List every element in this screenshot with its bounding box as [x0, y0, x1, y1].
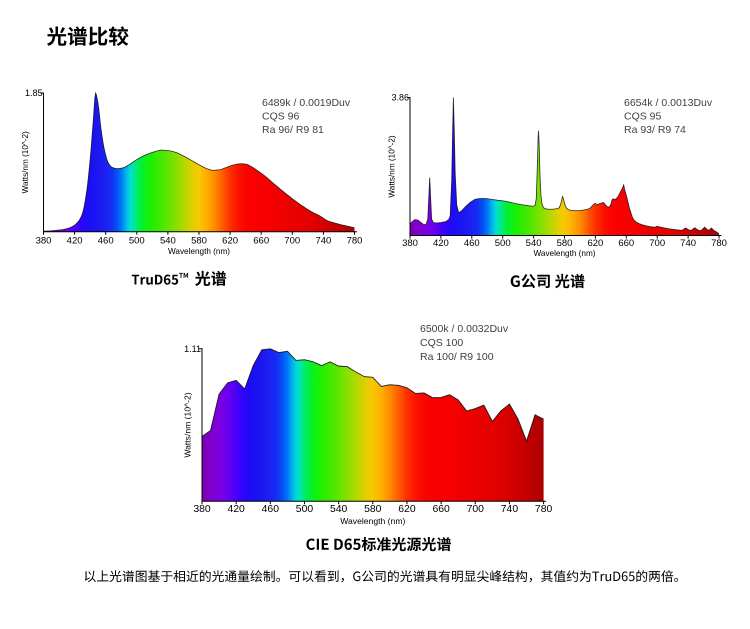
- svg-text:740: 740: [315, 236, 331, 247]
- svg-text:540: 540: [526, 238, 542, 249]
- svg-text:Wavelength (nm): Wavelength (nm): [533, 249, 595, 258]
- svg-text:Wavelength (nm): Wavelength (nm): [340, 516, 405, 526]
- svg-text:660: 660: [253, 236, 269, 247]
- svg-text:460: 460: [464, 238, 480, 249]
- svg-text:CQS 100: CQS 100: [420, 337, 463, 349]
- svg-text:6654k / 0.0013Duv: 6654k / 0.0013Duv: [624, 97, 713, 109]
- svg-text:Ra 100/ R9 100: Ra 100/ R9 100: [420, 351, 494, 363]
- svg-text:540: 540: [160, 236, 176, 247]
- svg-text:6489k / 0.0019Duv: 6489k / 0.0019Duv: [262, 97, 351, 109]
- svg-text:3.86: 3.86: [391, 93, 409, 103]
- svg-text:780: 780: [347, 236, 363, 247]
- svg-text:6500k / 0.0032Duv: 6500k / 0.0032Duv: [420, 323, 509, 335]
- svg-text:540: 540: [330, 504, 348, 515]
- svg-text:780: 780: [535, 504, 553, 515]
- svg-text:460: 460: [98, 236, 114, 247]
- svg-text:500: 500: [129, 236, 145, 247]
- svg-text:700: 700: [649, 238, 665, 249]
- svg-text:1.11: 1.11: [184, 344, 201, 354]
- svg-text:580: 580: [364, 504, 382, 515]
- svg-text:Ra 96/ R9 81: Ra 96/ R9 81: [262, 124, 324, 136]
- svg-text:420: 420: [67, 236, 83, 247]
- svg-text:CQS 95: CQS 95: [624, 111, 662, 123]
- svg-text:1.85: 1.85: [25, 88, 43, 98]
- svg-text:660: 660: [432, 504, 450, 515]
- svg-text:420: 420: [433, 238, 449, 249]
- svg-text:380: 380: [193, 504, 211, 515]
- svg-text:Wavelength (nm): Wavelength (nm): [168, 247, 230, 256]
- svg-text:620: 620: [222, 236, 238, 247]
- svg-text:580: 580: [557, 238, 573, 249]
- svg-text:620: 620: [587, 238, 603, 249]
- svg-text:Watts/nm (10^-2): Watts/nm (10^-2): [21, 131, 30, 193]
- svg-text:740: 740: [680, 238, 696, 249]
- svg-text:CQS 96: CQS 96: [262, 111, 300, 123]
- svg-text:660: 660: [618, 238, 634, 249]
- svg-text:700: 700: [284, 236, 300, 247]
- svg-text:620: 620: [398, 504, 416, 515]
- svg-text:460: 460: [262, 504, 280, 515]
- svg-text:780: 780: [711, 238, 727, 249]
- svg-text:500: 500: [296, 504, 314, 515]
- svg-text:Watts/nm (10^-2): Watts/nm (10^-2): [387, 135, 396, 197]
- svg-text:500: 500: [495, 238, 511, 249]
- svg-text:Watts/nm (10^-2): Watts/nm (10^-2): [183, 392, 193, 457]
- svg-text:380: 380: [402, 238, 418, 249]
- svg-text:700: 700: [467, 504, 485, 515]
- svg-text:380: 380: [36, 236, 52, 247]
- svg-text:580: 580: [191, 236, 207, 247]
- svg-text:420: 420: [227, 504, 245, 515]
- svg-text:740: 740: [501, 504, 519, 515]
- svg-text:Ra 93/ R9 74: Ra 93/ R9 74: [624, 124, 686, 136]
